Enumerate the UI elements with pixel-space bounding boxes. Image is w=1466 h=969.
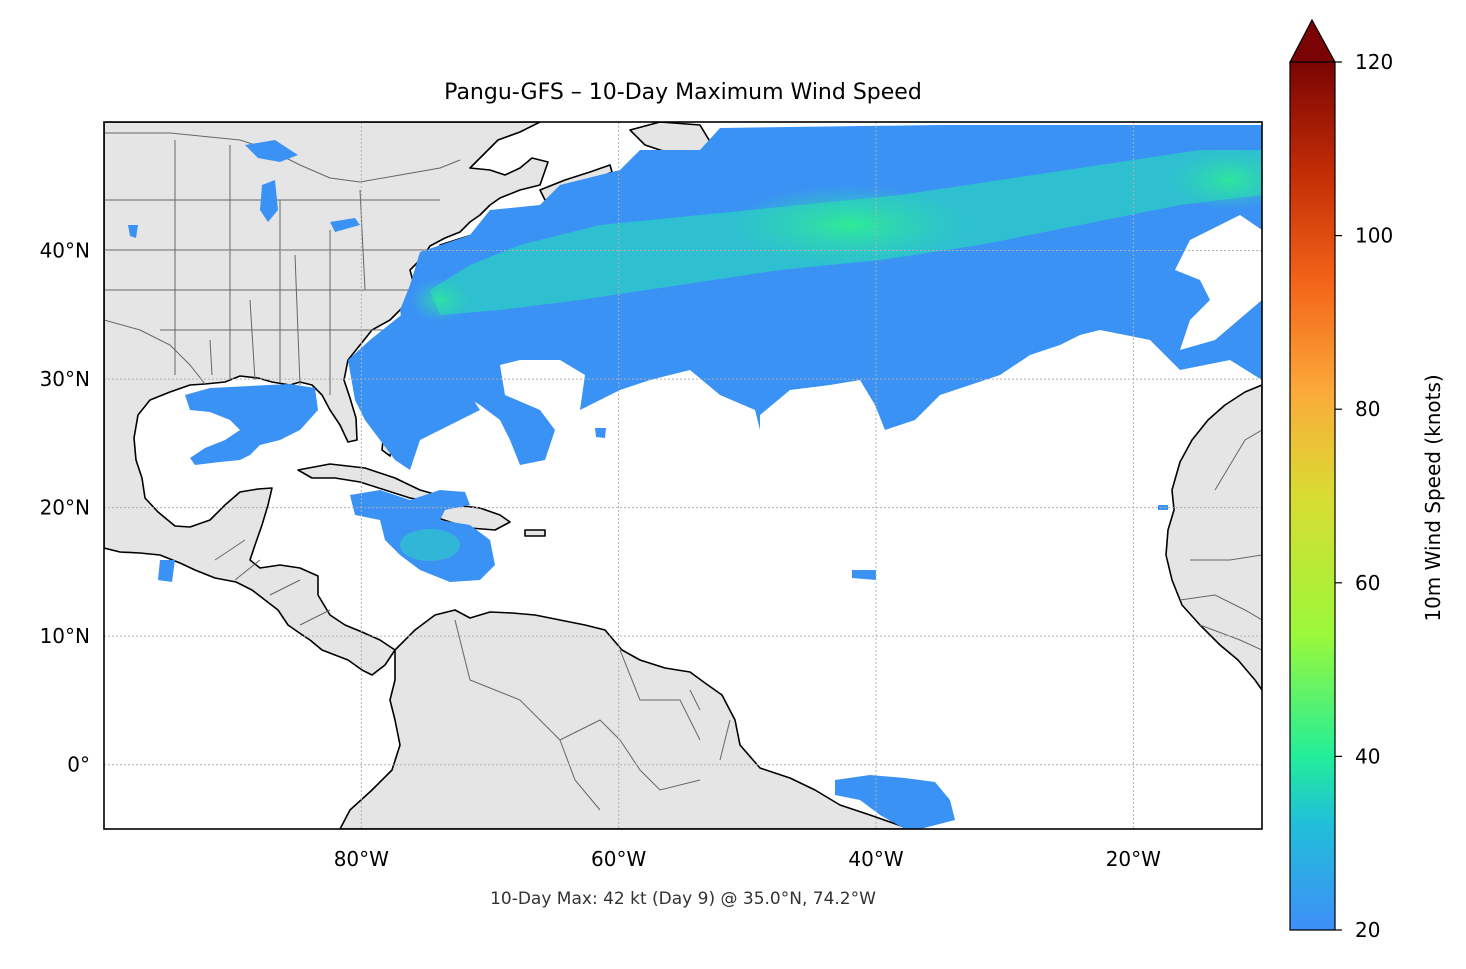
colorbar: 20 40 60 80 100 120 10m Wind Speed (knots) (1289, 18, 1445, 942)
central-america-borders (214, 539, 331, 626)
lat-tick-label: 10°N (40, 624, 90, 648)
colorbar-gradient (1290, 62, 1335, 930)
colorbar-ticks: 20 40 60 80 100 120 (1335, 50, 1393, 942)
small-wind-patch-east-caribbean (852, 570, 876, 580)
map-area (104, 122, 1262, 829)
lon-tick-label: 80°W (334, 847, 389, 871)
small-wind-patch-lake-erie (330, 218, 360, 232)
colorbar-tick-label: 60 (1355, 571, 1380, 595)
lat-tick-label: 20°N (40, 496, 90, 520)
hispaniola-island (431, 504, 511, 531)
peak-wind-area (730, 185, 970, 265)
colorbar-tick-label: 80 (1355, 397, 1380, 421)
land-layer (104, 122, 1262, 829)
borders-layer (104, 132, 1262, 811)
map-title: Pangu-GFS – 10-Day Maximum Wind Speed (444, 80, 922, 105)
colorbar-tick-label: 40 (1355, 744, 1380, 768)
peak-wind-area-3 (410, 278, 470, 322)
colorbar-extend-arrow (1289, 18, 1337, 63)
latitude-tick-labels: 40°N 30°N 20°N 10°N 0° (40, 239, 90, 777)
africa-borders (1179, 429, 1262, 651)
south-america-borders (454, 619, 731, 811)
max-wind-summary: 10-Day Max: 42 kt (Day 9) @ 35.0°N, 74.2… (490, 889, 876, 909)
africa-landmass (1165, 384, 1262, 691)
gridlines (104, 122, 1262, 829)
map-frame (103, 121, 1263, 830)
small-wind-patch-great-lakes (245, 140, 298, 162)
colorbar-tick-label: 20 (1355, 918, 1380, 942)
us-canada-border (104, 132, 461, 183)
lat-tick-label: 0° (67, 753, 90, 777)
florida-east-wind-swath (348, 300, 480, 470)
small-wind-patch-mid-atlantic (595, 428, 606, 438)
lon-tick-label: 40°W (848, 847, 903, 871)
caribbean-peak-area (400, 529, 460, 561)
gulf-of-mexico-wind-swath (185, 384, 318, 465)
south-america-landmass (339, 609, 911, 829)
equatorial-wind-swath (835, 775, 955, 829)
puerto-rico-island (524, 529, 546, 537)
colorbar-outline (1289, 62, 1336, 931)
lon-tick-label: 60°W (591, 847, 646, 871)
peak-wind-area-2 (1170, 150, 1262, 210)
small-wind-patch-cape-verde (1158, 505, 1168, 510)
north-america-landmass (104, 122, 549, 676)
lat-tick-label: 40°N (40, 239, 90, 263)
small-wind-patch-nebraska (128, 225, 138, 238)
us-mexico-border (104, 319, 206, 385)
colorbar-tick-label: 120 (1355, 50, 1393, 74)
small-wind-patch-mexico-pacific (158, 560, 175, 582)
lat-tick-label: 30°N (40, 367, 90, 391)
colorbar-tick-label: 100 (1355, 224, 1393, 248)
lon-tick-label: 20°W (1106, 847, 1161, 871)
colorbar-label: 10m Wind Speed (knots) (1421, 374, 1445, 621)
wind-speed-highlights (400, 150, 1262, 561)
longitude-tick-labels: 80°W 60°W 40°W 20°W (334, 847, 1161, 871)
small-wind-patch-lake-michigan (260, 180, 278, 222)
